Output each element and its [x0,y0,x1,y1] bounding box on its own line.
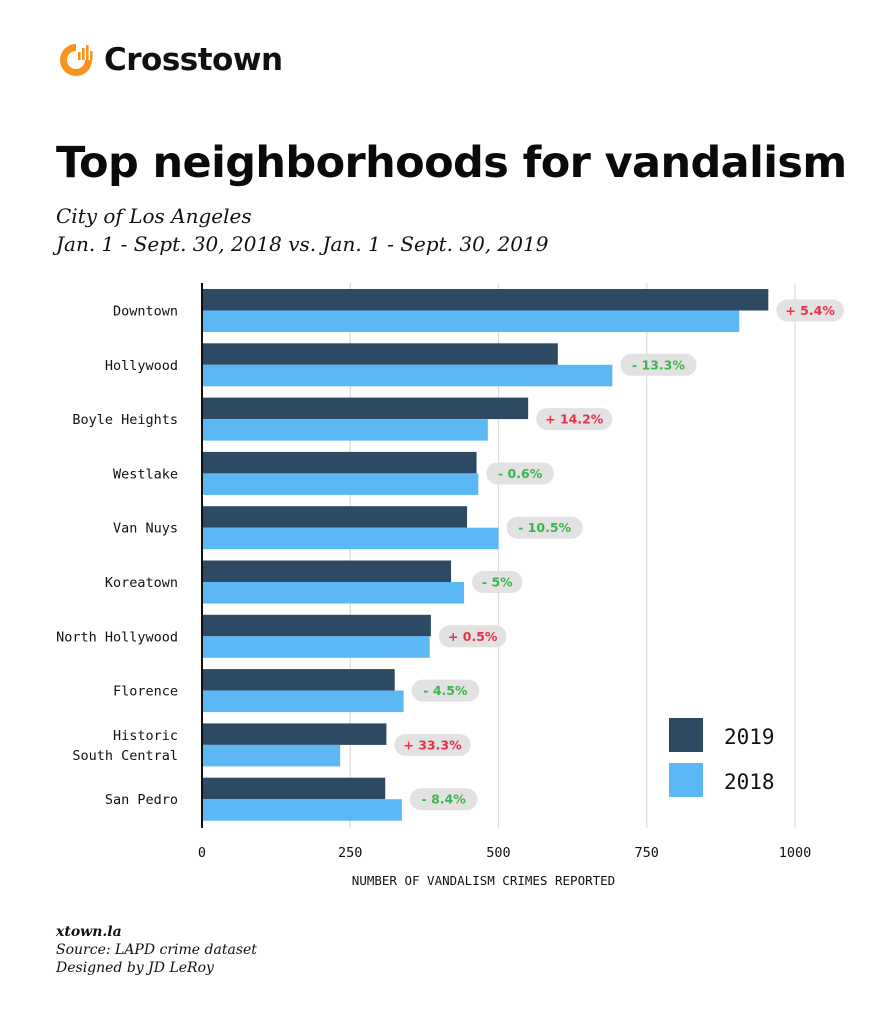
change-pill [776,299,844,322]
change-label: - 10.5% [518,520,571,535]
change-label: + 33.3% [403,737,462,752]
category-label: South Central [72,748,178,764]
change-label: - 8.4% [422,792,467,807]
category-label: Boyle Heights [72,412,178,428]
category-label: Koreatown [105,575,178,591]
bar-2019 [202,614,431,637]
change-label: - 13.3% [632,357,685,372]
legend-swatch-2018 [669,763,703,797]
category-label: Florence [113,684,178,700]
change-pill [486,462,554,485]
bar-2019 [202,397,529,420]
x-tick-label: 1000 [779,845,812,861]
change-pill [411,679,480,702]
change-label: + 14.2% [545,412,604,427]
bar-2018 [202,419,488,441]
chart-subtitle-location: City of Los Angeles [56,204,252,228]
x-tick-label: 750 [635,845,659,861]
category-label: Downtown [113,304,178,320]
x-tick-label: 250 [338,845,362,861]
bar-2019 [202,343,558,365]
category-label: North Hollywood [56,629,178,645]
crosstown-logo-icon [60,44,93,76]
footer-source: Source: LAPD crime dataset [56,942,257,958]
x-axis-label: NUMBER OF VANDALISM CRIMES REPORTED [352,873,615,888]
bar-2019 [202,451,477,474]
bar-2018 [202,799,402,821]
footer-site: xtown.la [56,924,122,940]
brand-name: Crosstown [104,42,283,78]
x-tick-label: 0 [198,845,206,861]
change-pill [394,733,471,756]
change-pill [536,408,613,431]
category-label: Historic [113,728,178,744]
chart-title: Top neighborhoods for vandalism [56,138,847,188]
change-pill [620,353,697,376]
bar-2019 [202,723,387,745]
bar-2018 [202,364,613,387]
bar-2018 [202,744,341,767]
bar-2018 [202,690,404,713]
bar-2018 [202,636,430,658]
bar-2018 [202,473,479,495]
bar-2019 [202,506,468,528]
change-label: + 0.5% [448,629,498,644]
x-tick-label: 500 [486,845,510,861]
category-label: Van Nuys [113,521,178,537]
chart-subtitle-dates: Jan. 1 - Sept. 30, 2018 vs. Jan. 1 - Sep… [56,232,549,256]
category-label: Hollywood [105,358,178,374]
category-label: San Pedro [105,792,178,808]
change-pill [506,516,583,539]
change-label: - 5% [482,575,513,590]
change-pill [409,788,478,811]
legend-swatch-2019 [669,718,703,752]
footer-credit: Designed by JD LeRoy [56,960,214,976]
legend-label-2019: 2019 [724,725,775,749]
change-label: - 4.5% [423,683,468,698]
bar-2019 [202,777,386,800]
bar-2018 [202,582,465,604]
bar-2019 [202,560,452,582]
bar-2018 [202,310,740,332]
legend-label-2018: 2018 [724,770,775,794]
change-label: - 0.6% [498,466,543,481]
change-pill [438,625,507,648]
change-label: + 5.4% [785,303,835,318]
bar-2019 [202,669,395,691]
category-label: Westlake [113,466,178,482]
bar-2018 [202,527,499,550]
crosstown-logo: Crosstown [56,40,283,80]
change-pill [472,571,523,593]
bar-2019 [202,289,769,311]
vandalism-bar-chart: Downtown + 5.4% Hollywood - 13.3% Boyle Heig… [56,283,844,888]
